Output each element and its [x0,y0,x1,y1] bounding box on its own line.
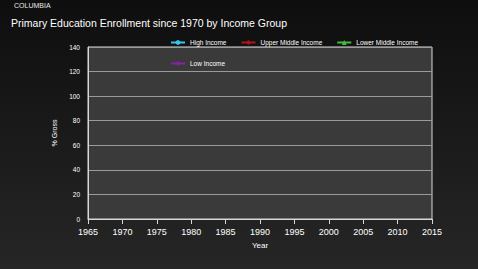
svg-text:0: 0 [76,216,80,223]
svg-text:1985: 1985 [216,227,236,237]
svg-text:High Income: High Income [190,39,227,47]
svg-text:60: 60 [73,142,81,149]
svg-text:1990: 1990 [250,227,270,237]
svg-text:1970: 1970 [112,227,132,237]
svg-text:1975: 1975 [147,227,167,237]
svg-text:40: 40 [73,166,81,173]
svg-text:Upper Middle Income: Upper Middle Income [260,39,322,47]
svg-text:Year: Year [252,241,269,250]
svg-text:120: 120 [69,68,80,75]
svg-text:80: 80 [73,117,81,124]
svg-text:Primary Education Enrollment s: Primary Education Enrollment since 1970 … [11,17,287,29]
svg-text:2010: 2010 [388,227,408,237]
svg-text:Lower Middle Income: Lower Middle Income [356,39,418,46]
svg-text:2015: 2015 [422,227,442,237]
svg-text:1965: 1965 [78,227,98,237]
svg-text:1995: 1995 [284,227,304,237]
svg-text:COLUMBIA: COLUMBIA [14,2,51,9]
svg-text:1980: 1980 [181,227,201,237]
svg-text:2005: 2005 [353,227,373,237]
svg-text:100: 100 [69,93,80,100]
svg-text:Low Income: Low Income [190,60,225,67]
svg-text:140: 140 [69,44,80,51]
svg-text:20: 20 [73,191,81,198]
svg-text:% Gross: % Gross [51,119,58,146]
svg-text:2000: 2000 [319,227,339,237]
